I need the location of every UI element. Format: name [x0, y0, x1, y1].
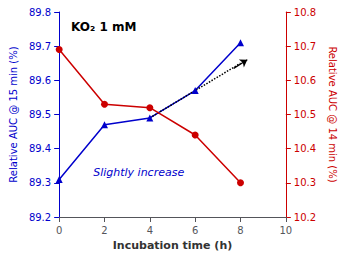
svg-text:89.2: 89.2: [29, 212, 51, 223]
svg-text:8: 8: [237, 225, 243, 236]
svg-text:10.6: 10.6: [294, 75, 316, 86]
svg-text:10.8: 10.8: [294, 7, 316, 18]
svg-text:Relative AUC @ 15 min (%): Relative AUC @ 15 min (%): [8, 46, 19, 182]
svg-text:10: 10: [279, 225, 292, 236]
svg-text:6: 6: [192, 225, 198, 236]
svg-text:89.6: 89.6: [29, 75, 51, 86]
svg-text:2: 2: [101, 225, 107, 236]
svg-text:89.4: 89.4: [29, 143, 51, 154]
svg-text:Slightly increase: Slightly increase: [93, 166, 184, 179]
svg-text:10.5: 10.5: [294, 109, 316, 120]
svg-text:89.8: 89.8: [29, 7, 51, 18]
svg-text:Incubation time (h): Incubation time (h): [113, 239, 233, 252]
svg-text:10.2: 10.2: [294, 212, 316, 223]
svg-text:89.7: 89.7: [29, 41, 51, 52]
svg-text:89.3: 89.3: [29, 177, 51, 188]
svg-text:KO₂ 1 mM: KO₂ 1 mM: [71, 20, 136, 34]
svg-text:4: 4: [147, 225, 153, 236]
svg-text:89.5: 89.5: [29, 109, 51, 120]
svg-text:0: 0: [56, 225, 62, 236]
svg-text:10.4: 10.4: [294, 143, 316, 154]
svg-text:10.3: 10.3: [294, 177, 316, 188]
svg-text:10.7: 10.7: [294, 41, 316, 52]
svg-text:Relative AUC @ 14 min (%): Relative AUC @ 14 min (%): [327, 46, 338, 182]
